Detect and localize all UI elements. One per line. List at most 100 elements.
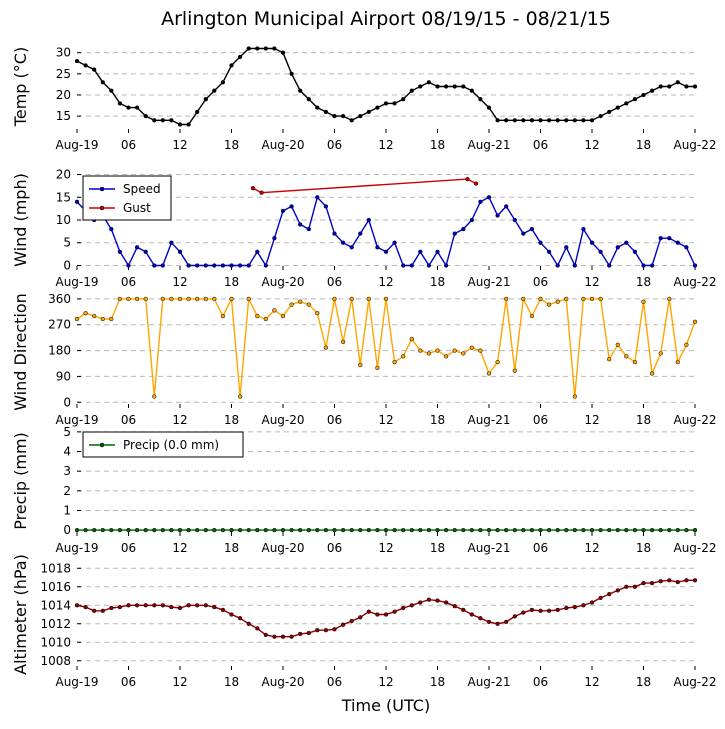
data-point	[246, 527, 251, 533]
data-point	[564, 118, 569, 123]
legend-marker	[99, 442, 105, 448]
data-point	[83, 604, 88, 610]
data-point	[340, 622, 346, 627]
data-point	[366, 296, 371, 302]
data-point	[289, 204, 294, 209]
data-point	[435, 348, 440, 353]
x-tick-label: 06	[327, 541, 342, 555]
legend-box	[82, 175, 172, 221]
panel-1: 15 20 25 30 Aug-19 06 12 18 Aug-20 06 12 18 Aug-21 06…	[11, 46, 717, 152]
y-tick-label: 15	[56, 109, 71, 123]
data-point	[555, 299, 560, 304]
data-point	[538, 296, 543, 302]
data-point	[692, 527, 698, 533]
data-point	[426, 351, 432, 356]
data-point	[418, 527, 423, 533]
data-point	[504, 204, 509, 209]
data-point	[692, 84, 698, 89]
data-point	[92, 527, 97, 533]
data-point	[461, 527, 466, 533]
x-tick-label: 12	[584, 541, 599, 555]
data-point	[546, 608, 552, 613]
x-tick-label: Aug-20	[261, 275, 304, 289]
y-tick-label: 5	[63, 425, 71, 439]
data-point	[675, 240, 680, 245]
x-tick-label: Aug-19	[55, 275, 98, 289]
x-tick-label: Aug-22	[673, 541, 716, 555]
data-point	[555, 263, 560, 268]
data-point	[117, 296, 123, 302]
data-point	[358, 527, 363, 533]
data-point	[366, 217, 371, 223]
y-axis-label: Precip (mm)	[11, 432, 30, 530]
data-point	[375, 245, 380, 250]
y-tick-label: 1014	[40, 598, 71, 612]
data-point	[203, 603, 208, 608]
data-point	[220, 263, 226, 268]
data-point	[143, 296, 148, 302]
x-tick-label: Aug-20	[261, 413, 304, 427]
data-point	[641, 580, 646, 586]
x-tick-label: 18	[430, 413, 445, 427]
data-point	[598, 595, 603, 601]
data-point	[117, 249, 123, 254]
data-point	[486, 105, 492, 110]
data-point	[598, 296, 603, 302]
data-point	[435, 249, 440, 254]
data-point	[212, 296, 217, 302]
data-point	[237, 54, 243, 60]
data-point	[272, 527, 277, 533]
data-point	[126, 263, 131, 268]
data-point	[478, 348, 483, 353]
data-point	[658, 351, 663, 356]
data-point	[607, 109, 612, 115]
data-point	[667, 296, 672, 302]
data-point	[263, 632, 268, 638]
data-point	[452, 84, 457, 89]
y-axis-label: Temp (°C)	[11, 47, 30, 127]
x-tick-label: 06	[533, 541, 548, 555]
data-point	[504, 619, 509, 625]
data-point	[117, 604, 123, 610]
data-point	[461, 351, 466, 356]
data-point	[74, 527, 80, 533]
data-point	[250, 186, 256, 191]
data-point	[435, 598, 440, 603]
data-point	[572, 604, 577, 610]
data-point	[375, 612, 380, 617]
data-point	[473, 181, 479, 186]
data-point	[581, 118, 586, 123]
data-point	[418, 600, 423, 605]
data-point	[289, 634, 294, 639]
y-tick-label: 1010	[40, 635, 71, 649]
data-point	[306, 97, 311, 102]
data-point	[340, 527, 346, 533]
data-point	[195, 109, 200, 115]
y-tick-label: 20	[56, 88, 71, 102]
data-point	[435, 527, 440, 533]
data-point	[169, 527, 174, 533]
data-point	[177, 122, 183, 127]
y-tick-label: 1016	[40, 580, 71, 594]
data-point	[272, 236, 277, 241]
data-point	[632, 359, 638, 365]
data-point	[100, 80, 105, 85]
data-point	[332, 527, 337, 533]
data-point	[323, 628, 329, 633]
data-point	[280, 634, 286, 639]
y-axis-label: Wind (mph)	[11, 173, 30, 267]
data-point	[255, 313, 260, 319]
data-point	[152, 603, 157, 608]
data-point	[486, 527, 492, 533]
data-point	[143, 527, 148, 533]
data-point	[401, 97, 406, 102]
data-point	[624, 354, 629, 359]
data-point	[83, 527, 88, 533]
y-tick-label: 1008	[40, 654, 71, 668]
data-point	[220, 80, 226, 85]
legend-marker	[99, 186, 105, 192]
data-point	[340, 339, 346, 345]
data-point	[203, 527, 208, 533]
x-tick-label: Aug-22	[673, 675, 716, 689]
data-point	[143, 249, 148, 254]
